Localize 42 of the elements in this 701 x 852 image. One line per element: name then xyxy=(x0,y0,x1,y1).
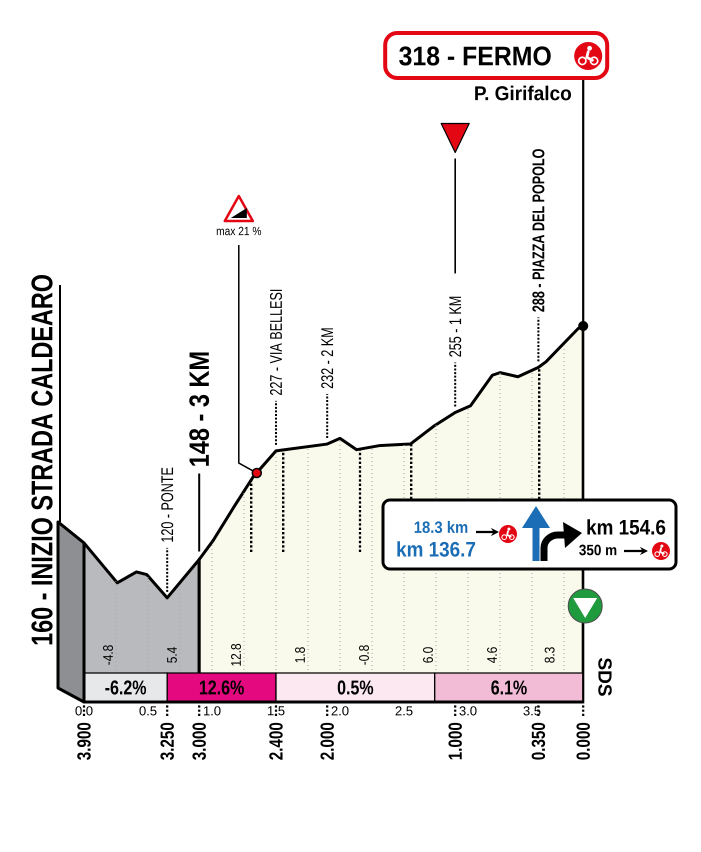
x2-tick-label: 1.000 xyxy=(448,722,462,760)
annotation: -4.8 xyxy=(103,645,113,665)
annotation: 288 - PIAZZA DEL POPOLO xyxy=(532,149,544,312)
band-label: 6.1% xyxy=(491,680,527,695)
annotation: max 21 % xyxy=(216,226,262,236)
x2-tick-label: 2.400 xyxy=(269,722,283,760)
annotation: 4.6 xyxy=(487,647,497,663)
annotation: km 136.7 xyxy=(397,541,476,557)
annotation: 227 - VIA BELLESI xyxy=(270,290,282,395)
x2-tick-label: 2.000 xyxy=(320,722,334,760)
x2-tick-label: 0.350 xyxy=(532,722,546,760)
text: SDS xyxy=(598,658,612,696)
text: P. Girifalco xyxy=(475,86,572,100)
annotation: -0.8 xyxy=(359,645,369,665)
x-tick-label: 2.0 xyxy=(332,706,349,716)
ref-line-label: 318 - FERMO xyxy=(399,46,551,66)
annotation: 232 - 2 KM xyxy=(321,328,334,388)
annotation: 8.3 xyxy=(544,647,555,663)
x-tick-label: 2.5 xyxy=(396,706,412,716)
annotation: 18.3 km xyxy=(414,520,468,534)
band-label: 12.6% xyxy=(200,680,244,695)
text: km 154.6 xyxy=(587,519,666,535)
annotation: 350 m xyxy=(579,544,616,556)
x2-tick-label: 3.000 xyxy=(192,722,206,760)
annotation: 160 - INIZIO STRADA CALDEARO xyxy=(31,275,53,644)
band-label: -6.2% xyxy=(105,680,146,695)
annotation: 5.4 xyxy=(167,647,177,663)
x-tick-label: 1.0 xyxy=(204,706,221,716)
annotation: 6.0 xyxy=(423,647,433,663)
annotation: 148 - 3 KM xyxy=(189,352,210,466)
x2-tick-label: 3.250 xyxy=(160,722,174,760)
annotation: 120 - PONTE xyxy=(161,468,174,542)
x-tick-label: 3.0 xyxy=(459,706,477,716)
band-label: 0.5% xyxy=(338,680,374,695)
x2-tick-label: 3.900 xyxy=(77,722,91,760)
annotation: 1.8 xyxy=(295,647,305,662)
x-tick-label: 0.0 xyxy=(75,706,93,716)
annotation: 12.8 xyxy=(231,644,241,666)
annotation: 255 - 1 KM xyxy=(449,296,462,357)
x-tick-label: 0.5 xyxy=(139,706,156,716)
x2-tick-label: 0.000 xyxy=(576,722,590,760)
x-tick-label: 1.5 xyxy=(268,706,284,716)
